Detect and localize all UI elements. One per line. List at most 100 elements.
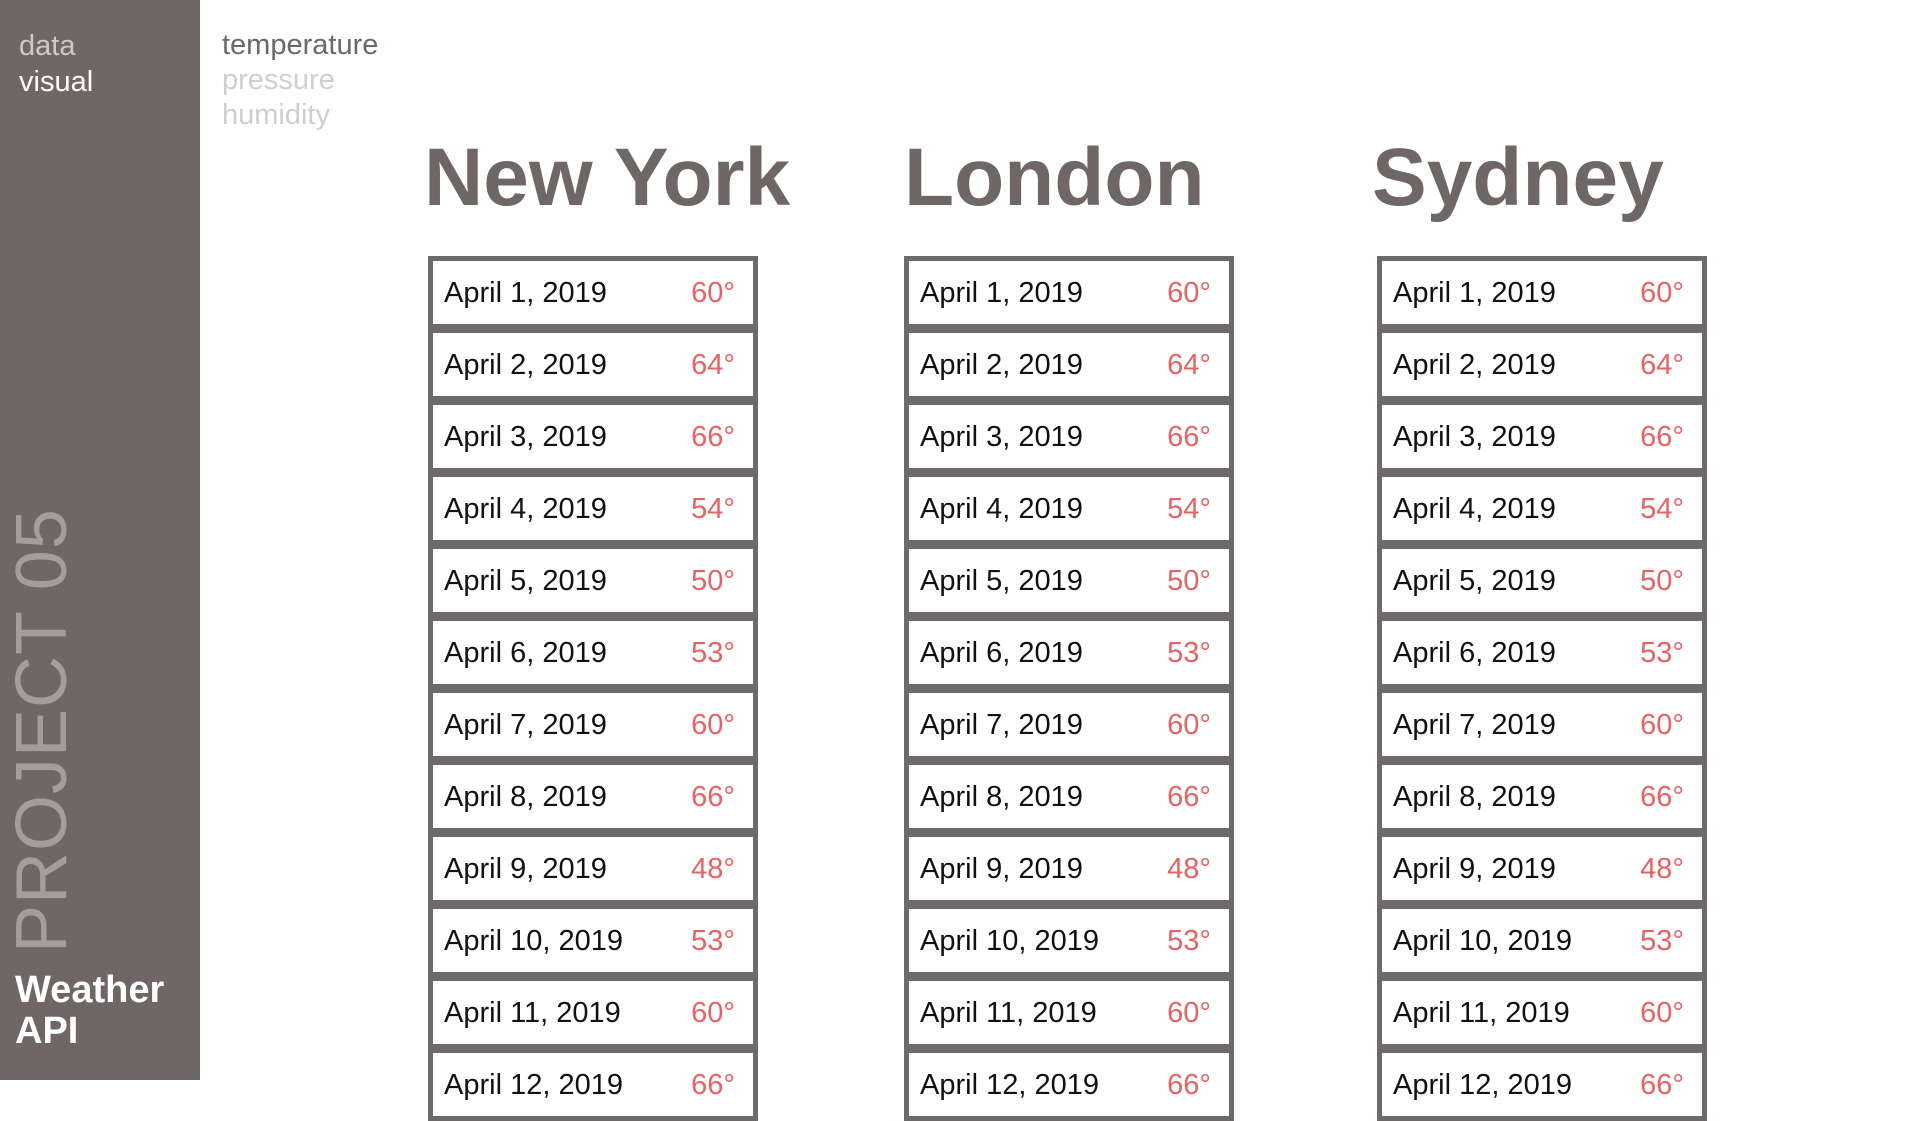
reading-row[interactable]: April 10, 2019 53° (428, 904, 758, 977)
readings-list: April 1, 2019 60° April 2, 2019 64° April 3,… (1377, 256, 1707, 1121)
reading-date: April 9, 2019 (444, 853, 607, 885)
reading-temperature: 64° (691, 349, 735, 381)
reading-temperature: 48° (691, 853, 735, 885)
reading-row[interactable]: April 9, 2019 48° (428, 832, 758, 905)
city-title: London (904, 132, 1205, 223)
reading-temperature: 60° (1640, 277, 1684, 309)
reading-row[interactable]: April 5, 2019 50° (1377, 544, 1707, 617)
reading-temperature: 53° (691, 925, 735, 957)
reading-row[interactable]: April 7, 2019 60° (1377, 688, 1707, 761)
reading-row[interactable]: April 10, 2019 53° (904, 904, 1234, 977)
reading-temperature: 50° (1640, 565, 1684, 597)
reading-temperature: 54° (1167, 493, 1211, 525)
reading-row[interactable]: April 4, 2019 54° (428, 472, 758, 545)
reading-date: April 8, 2019 (920, 781, 1083, 813)
sidebar: data visual PROJECT 05 Weather API (0, 0, 200, 1080)
metric-humidity[interactable]: humidity (222, 99, 330, 131)
reading-temperature: 53° (1640, 925, 1684, 957)
reading-date: April 6, 2019 (920, 637, 1083, 669)
reading-temperature: 53° (1167, 637, 1211, 669)
reading-temperature: 60° (691, 709, 735, 741)
reading-date: April 11, 2019 (1393, 997, 1570, 1029)
reading-date: April 9, 2019 (1393, 853, 1556, 885)
city-column-new-york: New York April 1, 2019 60° April 2, 2019 64… (424, 130, 791, 1121)
city-title: Sydney (1372, 132, 1664, 223)
reading-row[interactable]: April 7, 2019 60° (904, 688, 1234, 761)
reading-row[interactable]: April 2, 2019 64° (428, 328, 758, 401)
reading-temperature: 66° (1167, 421, 1211, 453)
reading-temperature: 66° (691, 421, 735, 453)
reading-temperature: 60° (1167, 277, 1211, 309)
brand-line-visual: visual (19, 66, 94, 98)
reading-row[interactable]: April 12, 2019 66° (904, 1048, 1234, 1121)
reading-row[interactable]: April 9, 2019 48° (1377, 832, 1707, 905)
reading-row[interactable]: April 11, 2019 60° (904, 976, 1234, 1049)
reading-row[interactable]: April 3, 2019 66° (904, 400, 1234, 473)
reading-date: April 8, 2019 (444, 781, 607, 813)
reading-date: April 1, 2019 (444, 277, 607, 309)
reading-row[interactable]: April 6, 2019 53° (428, 616, 758, 689)
reading-date: April 7, 2019 (444, 709, 607, 741)
reading-temperature: 48° (1167, 853, 1211, 885)
reading-date: April 10, 2019 (920, 925, 1099, 957)
reading-row[interactable]: April 8, 2019 66° (904, 760, 1234, 833)
reading-date: April 7, 2019 (920, 709, 1083, 741)
reading-temperature: 66° (1640, 781, 1684, 813)
metric-temperature[interactable]: temperature (222, 29, 379, 61)
reading-row[interactable]: April 10, 2019 53° (1377, 904, 1707, 977)
app-name-line1: Weather (15, 969, 165, 1011)
reading-temperature: 64° (1640, 349, 1684, 381)
reading-row[interactable]: April 2, 2019 64° (904, 328, 1234, 401)
reading-row[interactable]: April 8, 2019 66° (1377, 760, 1707, 833)
reading-temperature: 66° (691, 781, 735, 813)
reading-temperature: 54° (691, 493, 735, 525)
reading-row[interactable]: April 12, 2019 66° (428, 1048, 758, 1121)
city-column-sydney: Sydney April 1, 2019 60° April 2, 2019 64° A… (1372, 130, 1732, 1121)
reading-temperature: 53° (691, 637, 735, 669)
reading-temperature: 66° (1640, 1069, 1684, 1101)
brand-logo[interactable]: data visual (19, 28, 93, 100)
reading-date: April 2, 2019 (920, 349, 1083, 381)
reading-date: April 4, 2019 (1393, 493, 1556, 525)
reading-date: April 11, 2019 (444, 997, 621, 1029)
reading-row[interactable]: April 6, 2019 53° (904, 616, 1234, 689)
reading-row[interactable]: April 2, 2019 64° (1377, 328, 1707, 401)
reading-temperature: 66° (1640, 421, 1684, 453)
reading-row[interactable]: April 1, 2019 60° (904, 256, 1234, 329)
reading-row[interactable]: April 12, 2019 66° (1377, 1048, 1707, 1121)
reading-row[interactable]: April 1, 2019 60° (428, 256, 758, 329)
reading-row[interactable]: April 5, 2019 50° (904, 544, 1234, 617)
reading-row[interactable]: April 6, 2019 53° (1377, 616, 1707, 689)
reading-date: April 5, 2019 (444, 565, 607, 597)
reading-date: April 1, 2019 (920, 277, 1083, 309)
reading-temperature: 50° (1167, 565, 1211, 597)
reading-row[interactable]: April 9, 2019 48° (904, 832, 1234, 905)
reading-date: April 6, 2019 (1393, 637, 1556, 669)
reading-row[interactable]: April 4, 2019 54° (1377, 472, 1707, 545)
reading-row[interactable]: April 8, 2019 66° (428, 760, 758, 833)
app-name: Weather API (15, 970, 195, 1052)
reading-temperature: 66° (1167, 1069, 1211, 1101)
reading-date: April 11, 2019 (920, 997, 1097, 1029)
reading-row[interactable]: April 7, 2019 60° (428, 688, 758, 761)
reading-temperature: 60° (1167, 997, 1211, 1029)
reading-temperature: 54° (1640, 493, 1684, 525)
project-label: PROJECT 05 (2, 508, 82, 953)
city-column-london: London April 1, 2019 60° April 2, 2019 64° A… (904, 130, 1264, 1121)
reading-date: April 5, 2019 (920, 565, 1083, 597)
reading-row[interactable]: April 4, 2019 54° (904, 472, 1234, 545)
reading-date: April 4, 2019 (444, 493, 607, 525)
reading-row[interactable]: April 5, 2019 50° (428, 544, 758, 617)
reading-row[interactable]: April 1, 2019 60° (1377, 256, 1707, 329)
reading-date: April 12, 2019 (920, 1069, 1099, 1101)
metric-pressure[interactable]: pressure (222, 64, 335, 96)
reading-row[interactable]: April 11, 2019 60° (1377, 976, 1707, 1049)
reading-date: April 12, 2019 (444, 1069, 623, 1101)
reading-row[interactable]: April 3, 2019 66° (1377, 400, 1707, 473)
reading-temperature: 53° (1167, 925, 1211, 957)
brand-line-data: data (19, 30, 76, 62)
reading-row[interactable]: April 3, 2019 66° (428, 400, 758, 473)
city-title: New York (424, 132, 791, 223)
reading-date: April 2, 2019 (444, 349, 607, 381)
reading-row[interactable]: April 11, 2019 60° (428, 976, 758, 1049)
